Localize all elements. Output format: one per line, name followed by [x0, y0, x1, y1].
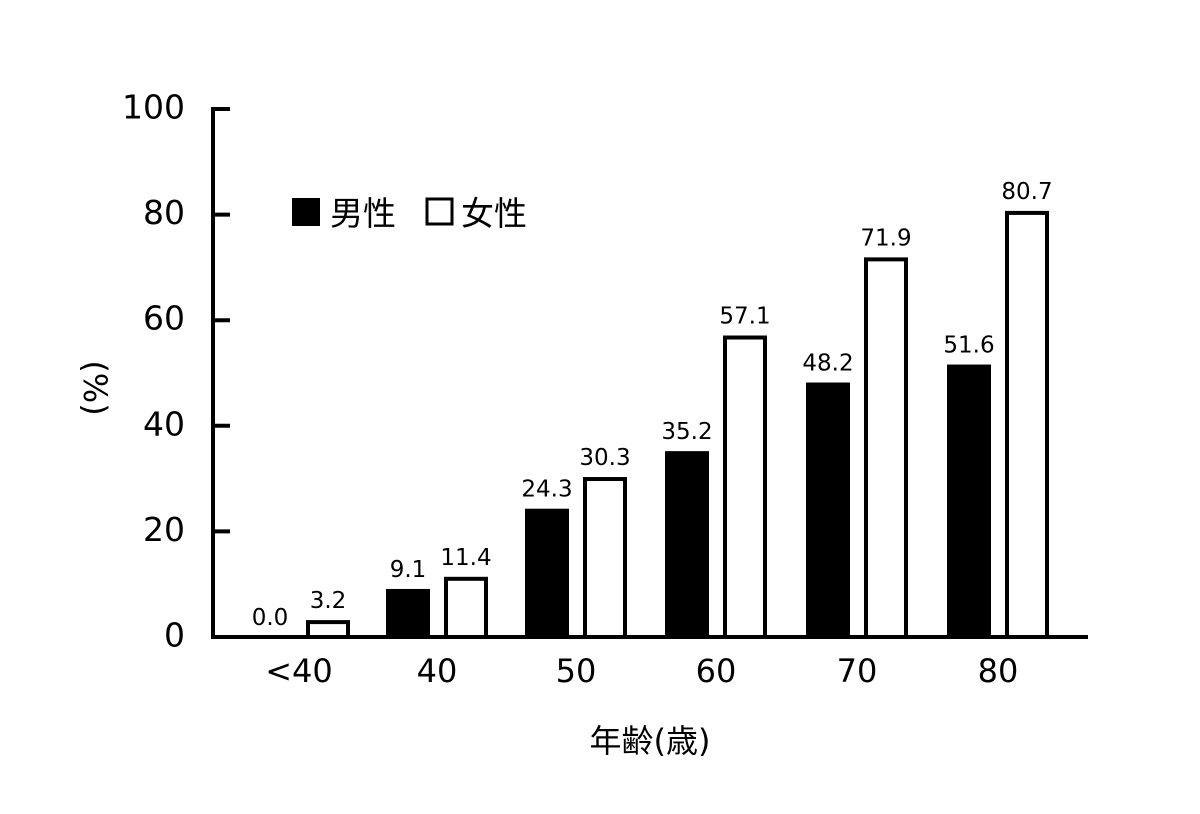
- y-tick-label: 40: [143, 404, 185, 443]
- data-label: 51.6: [943, 333, 994, 359]
- data-label: 71.9: [860, 225, 911, 251]
- legend-male-label: 男性: [330, 194, 396, 233]
- x-axis-tick-labels: <40 40 50 60 70 80: [265, 652, 1018, 690]
- y-tick-label: 0: [164, 616, 185, 655]
- bar-female: [864, 257, 908, 639]
- data-label: 35.2: [661, 419, 712, 445]
- x-tick-label: 70: [837, 652, 878, 690]
- bar-male: [806, 382, 850, 637]
- data-label: 80.7: [1001, 179, 1052, 205]
- x-axis-title: 年齢(歳): [590, 722, 711, 760]
- data-label: 11.4: [440, 545, 491, 571]
- bar-female: [1005, 210, 1049, 640]
- data-label: 48.2: [802, 351, 853, 377]
- legend-male-swatch-icon: [292, 198, 320, 226]
- data-label: 0.0: [252, 605, 289, 631]
- y-axis-title: (%): [76, 360, 114, 415]
- bar-male: [525, 508, 569, 637]
- legend: 男性 女性: [292, 194, 527, 233]
- y-tick-label: 80: [143, 193, 185, 232]
- x-tick-label: 80: [978, 652, 1019, 690]
- y-axis-ticks: 0 20 40 60 80 100: [122, 88, 230, 655]
- y-tick-label: 60: [143, 299, 185, 338]
- data-label: 57.1: [719, 304, 770, 330]
- x-tick-label: <40: [265, 652, 333, 690]
- legend-female-label: 女性: [461, 194, 527, 233]
- bar-male: [665, 451, 709, 637]
- x-tick-label: 40: [417, 652, 458, 690]
- bar-series: 0.0 3.2 9.1 11.4 24.3 30.3 35.2 57.1 48.2 71.9 51.…: [252, 179, 1053, 640]
- y-tick-label: 20: [143, 510, 185, 549]
- bar-male: [947, 364, 991, 637]
- data-label: 24.3: [521, 477, 572, 503]
- data-label: 3.2: [310, 588, 347, 614]
- x-tick-label: 60: [696, 652, 737, 690]
- bar-female: [444, 576, 488, 639]
- bar-male: [386, 588, 430, 637]
- bar-female: [306, 620, 350, 640]
- bar-female: [583, 477, 627, 639]
- bar-female: [723, 335, 767, 639]
- data-label: 9.1: [390, 557, 427, 583]
- legend-female-swatch-icon: [425, 197, 454, 226]
- x-tick-label: 50: [556, 652, 597, 690]
- y-tick-label: 100: [122, 88, 185, 127]
- data-label: 30.3: [579, 445, 630, 471]
